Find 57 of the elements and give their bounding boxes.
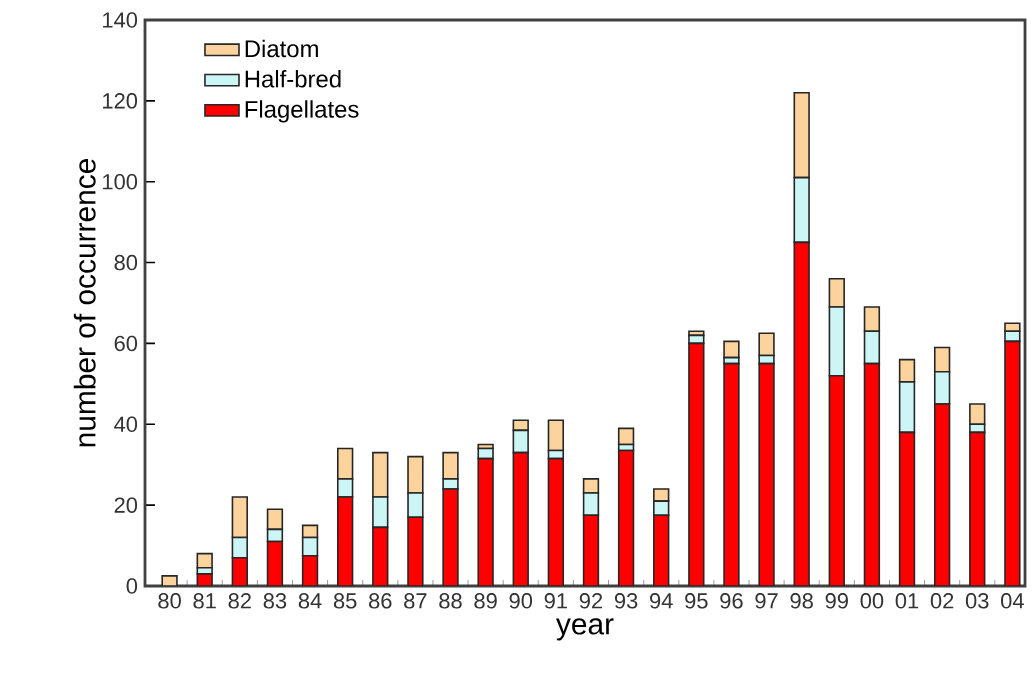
x-tick-label: 03 xyxy=(965,593,989,609)
legend-label: Flagellates xyxy=(245,100,359,123)
x-tick-label: 87 xyxy=(404,593,427,609)
y-tick-label: 60 xyxy=(114,335,138,352)
y-tick-label: 100 xyxy=(103,173,138,190)
y-tick-label: 120 xyxy=(103,93,138,109)
x-tick-label: 94 xyxy=(650,593,673,609)
bar xyxy=(301,536,319,557)
y-tick-label: 140 xyxy=(103,12,138,28)
bar xyxy=(898,431,916,586)
x-tick-label: 89 xyxy=(474,593,497,609)
bar xyxy=(231,536,248,559)
x-tick-label: 99 xyxy=(825,593,848,609)
x-tick-label: 90 xyxy=(509,593,533,609)
x-tick-label: 83 xyxy=(263,593,287,609)
x-tick-label: 02 xyxy=(930,593,954,609)
x-tick-label: 92 xyxy=(579,593,603,609)
x-tick-label: 93 xyxy=(614,593,638,609)
x-axis-title: year xyxy=(556,618,614,641)
x-tick-label: 80 xyxy=(158,593,181,609)
x-tick-label: 97 xyxy=(755,593,778,609)
bar xyxy=(582,514,600,586)
bar xyxy=(898,358,916,383)
x-tick-label: 95 xyxy=(685,593,708,609)
y-tick-label: 80 xyxy=(114,254,138,271)
bar xyxy=(477,447,494,460)
bar xyxy=(372,496,389,529)
x-tick-label: 82 xyxy=(228,593,251,609)
bar xyxy=(407,492,424,519)
bar xyxy=(512,429,529,454)
x-tick-label: 84 xyxy=(298,593,322,609)
x-tick-label: 98 xyxy=(790,593,813,609)
x-tick-label: 81 xyxy=(193,593,216,609)
bar xyxy=(969,423,986,434)
legend-label: Diatom xyxy=(245,39,318,58)
y-tick-label: 20 xyxy=(114,497,138,513)
bar xyxy=(933,370,951,405)
x-tick-label: 96 xyxy=(720,593,743,609)
legend-label: Half-bred xyxy=(245,69,341,88)
bar xyxy=(582,492,600,517)
y-tick-label: 40 xyxy=(114,416,138,433)
bar xyxy=(336,478,354,498)
x-tick-label: 88 xyxy=(439,593,462,609)
bar xyxy=(442,478,459,490)
y-axis-title: number of occurrence xyxy=(73,159,96,447)
x-tick-label: 01 xyxy=(895,593,919,609)
bar xyxy=(301,554,319,586)
bar xyxy=(863,330,881,365)
bar xyxy=(266,540,284,586)
x-tick-label: 04 xyxy=(1001,593,1024,609)
y-tick-label: 0 xyxy=(126,578,138,594)
x-tick-label: 00 xyxy=(860,593,884,609)
x-tick-label: 86 xyxy=(369,593,392,609)
x-tick-label: 85 xyxy=(333,593,357,609)
x-tick-label: 91 xyxy=(544,593,567,609)
bar xyxy=(898,381,916,434)
bar xyxy=(828,306,845,377)
